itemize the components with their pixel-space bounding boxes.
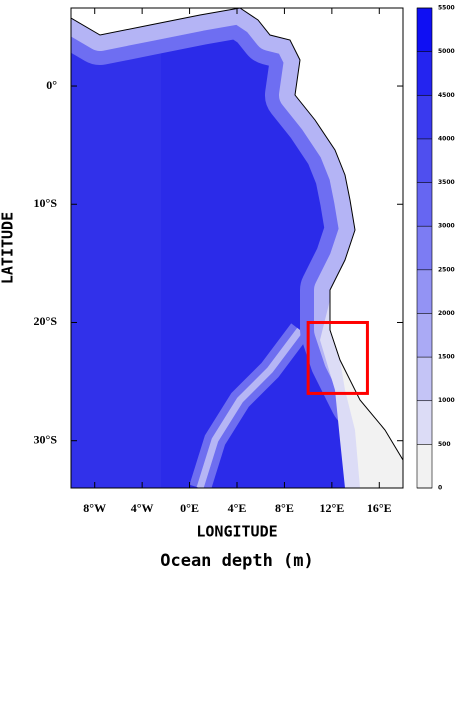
x-tick-label: 8°E	[275, 501, 294, 515]
colorbar-segment	[417, 95, 432, 139]
y-tick-label: 10°S	[34, 196, 58, 210]
colorbar-label: 5500	[438, 5, 455, 12]
colorbar-segment	[417, 400, 432, 445]
colorbar-segment	[417, 8, 432, 52]
chart-title: Ocean depth (m)	[160, 551, 314, 571]
ridge-crest	[196, 327, 303, 488]
map-area	[71, 8, 403, 488]
colorbar-label: 1500	[438, 354, 455, 361]
colorbar-label: 4000	[438, 135, 455, 142]
highlight-box	[306, 320, 369, 395]
colorbar-segment	[417, 51, 432, 96]
colorbar-segment	[417, 182, 432, 227]
colorbar-label: 2500	[438, 266, 455, 273]
colorbar-label: 3500	[438, 179, 455, 186]
ocean-west	[71, 8, 161, 488]
colorbar-label: 500	[438, 441, 451, 448]
x-axis-label: LONGITUDE	[196, 523, 277, 541]
colorbar-segment	[417, 313, 432, 358]
colorbar-segment	[417, 138, 432, 183]
x-tick-label: 0°E	[180, 501, 199, 515]
colorbar-segment	[417, 226, 432, 270]
colorbar-label: 5000	[438, 48, 455, 55]
x-tick-label: 4°E	[228, 501, 247, 515]
x-tick-label: 16°E	[367, 501, 392, 515]
colorbar-segment	[417, 357, 432, 401]
y-tick-label: 30°S	[34, 432, 58, 446]
colorbar-label: 4500	[438, 92, 455, 99]
colorbar-segment	[417, 269, 432, 314]
y-axis-label: LATITUDE	[0, 212, 17, 284]
y-tick-label: 20°S	[34, 314, 58, 328]
colorbar-label: 3000	[438, 223, 455, 230]
x-tick-label: 4°W	[131, 501, 154, 515]
x-tick-label: 12°E	[319, 501, 344, 515]
y-tick-label: 0°	[46, 78, 57, 92]
colorbar-label: 2000	[438, 310, 455, 317]
x-tick-label: 8°W	[83, 501, 106, 515]
land	[71, 8, 403, 461]
colorbar-segment	[417, 444, 432, 488]
colorbar-label: 1000	[438, 397, 455, 404]
colorbar-label: 0	[438, 485, 442, 492]
